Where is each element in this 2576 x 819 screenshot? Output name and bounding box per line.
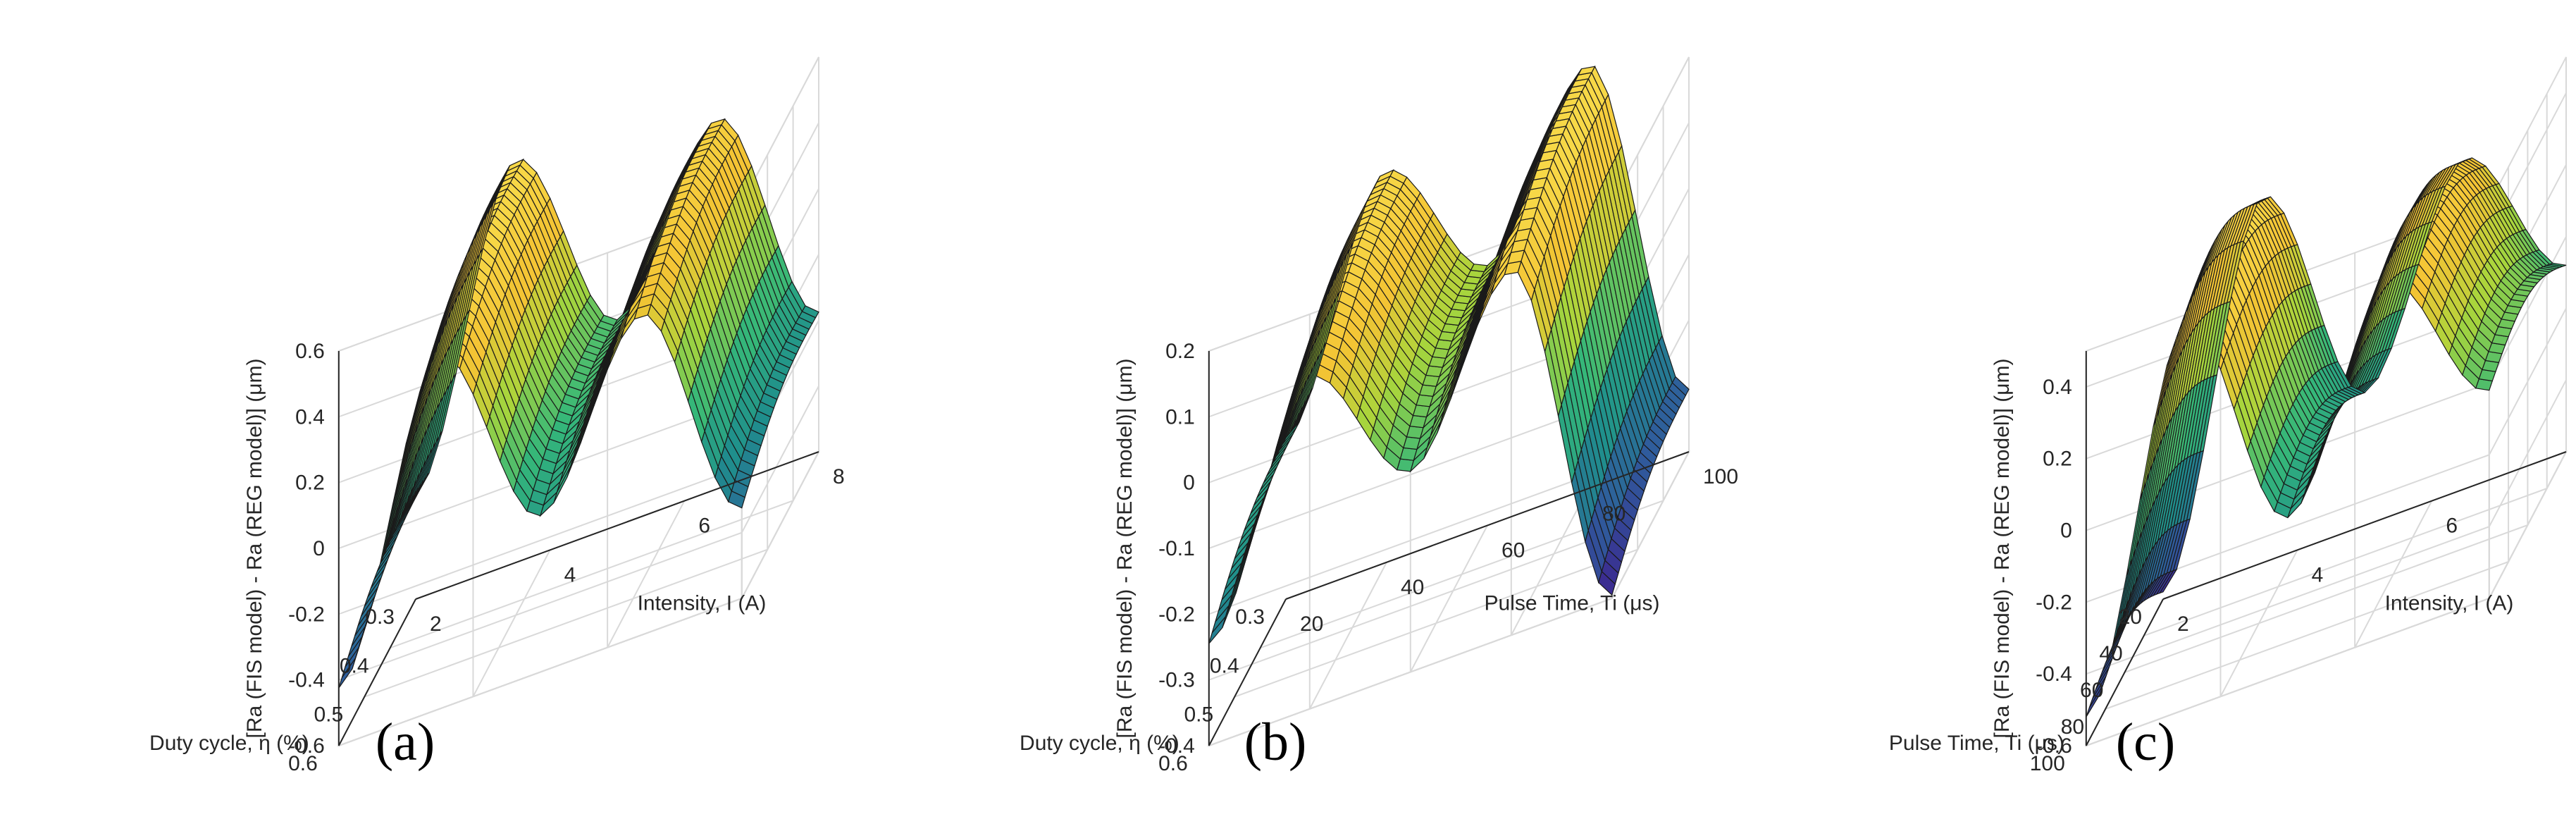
z-tick-label: 0 — [1183, 472, 1195, 495]
y-tick-label: 60 — [2080, 679, 2103, 702]
y-tick-label: 0.3 — [1235, 605, 1265, 629]
y-axis-label: Duty cycle, η (%) — [1020, 732, 1179, 755]
x-axis-label: Intensity, I (A) — [638, 592, 767, 615]
x-tick-label: 80 — [1602, 502, 1626, 525]
x-tick-label: 4 — [2312, 563, 2324, 586]
x-axis-line — [415, 451, 819, 600]
y-tick-label: 40 — [2099, 642, 2122, 665]
y-gridline — [390, 106, 794, 649]
axes: 0.4 0.2 0 -0.2 -0.4 -0.6 [Ra (FIS model) - Ra … — [1889, 351, 2567, 775]
z-tick-label: 0.2 — [2043, 448, 2072, 471]
y-tick-label: 0.4 — [1210, 654, 1239, 677]
z-tick-label: -0.2 — [1158, 603, 1195, 626]
z-tick-label: -0.1 — [1158, 537, 1195, 560]
surface-patch — [411, 472, 430, 498]
y-axis-line — [1208, 598, 1287, 746]
x-tick-label: 8 — [833, 465, 845, 488]
y-tick-label: 80 — [2061, 715, 2084, 739]
x-tick-label: 60 — [1501, 539, 1525, 562]
x-tick-label: 2 — [2177, 612, 2189, 636]
z-tick-label: -0.6 — [288, 734, 325, 758]
z-axis-label: [Ra (FIS model) - Ra (REG model)] (μm) — [1113, 358, 1137, 738]
z-tick-label: -0.4 — [288, 669, 325, 692]
y-tick-label: 0.6 — [1158, 752, 1188, 775]
x-tick-label: 6 — [698, 515, 710, 538]
z-tick-label: 0.2 — [295, 472, 325, 495]
axes: 0.6 0.4 0.2 0 -0.2 -0.4 -0.6 [Ra (FIS model) - … — [149, 340, 845, 775]
surface-plot-a: 0.6 0.4 0.2 0 -0.2 -0.4 -0.6 [Ra (FIS model) - … — [149, 56, 845, 775]
surface-plot-b: 0.2 0.1 0 -0.1 -0.2 -0.3 -0.4 [Ra (FIS model) -… — [1020, 56, 1738, 775]
y-tick-label: 0.6 — [288, 752, 318, 775]
z-tick-label: -0.2 — [288, 603, 325, 626]
z-tick-label: 0 — [313, 537, 325, 560]
z-axis-label: [Ra (FIS model) - Ra (REG model)] (μm) — [1990, 358, 2014, 738]
axes: 0.2 0.1 0 -0.1 -0.2 -0.3 -0.4 [Ra (FIS model) -… — [1020, 340, 1738, 775]
x-tick-label: 6 — [2446, 515, 2458, 538]
x-axis-line — [2162, 451, 2567, 600]
x-axis-line — [1285, 451, 1690, 600]
y-axis-line — [338, 598, 416, 746]
z-tick-label: 0.6 — [295, 340, 325, 363]
surface-mesh — [338, 118, 819, 689]
x-tick-label: 2 — [430, 612, 442, 636]
z-tick-label: 0.1 — [1165, 405, 1195, 429]
z-axis-label: [Ra (FIS model) - Ra (REG model)] (μm) — [243, 358, 266, 738]
x-axis-label: Intensity, I (A) — [2385, 592, 2514, 615]
surface-patch — [2159, 568, 2178, 594]
surface-mesh — [1208, 65, 1690, 644]
y-tick-label: 0.3 — [365, 605, 395, 629]
y-tick-label: 20 — [2119, 605, 2142, 629]
x-tick-label: 20 — [1300, 612, 1323, 636]
z-tick-label: -0.4 — [1158, 734, 1195, 758]
panel-caption-a: (a) — [375, 713, 435, 772]
x-tick-label: 40 — [1401, 576, 1424, 599]
panel-caption-c: (c) — [2115, 713, 2176, 772]
surface-mesh — [2086, 157, 2567, 718]
z-tick-label: 0.4 — [2043, 376, 2072, 399]
y-axis-label: Duty cycle, η (%) — [149, 732, 309, 755]
y-tick-label: 0.5 — [314, 703, 343, 727]
surface-plot-c: 0.4 0.2 0 -0.2 -0.4 -0.6 [Ra (FIS model) - Ra … — [1889, 56, 2568, 775]
panel-caption-b: (b) — [1244, 713, 1307, 772]
y-axis-label: Pulse Time, Ti (μs) — [1889, 732, 2064, 755]
y-tick-label: 0.5 — [1184, 703, 1213, 727]
z-tick-label: -0.2 — [2036, 591, 2072, 614]
y-gridline — [1260, 106, 1664, 649]
y-gridline — [2143, 94, 2548, 636]
surface-patch — [1282, 421, 1300, 445]
y-tick-label: 0.4 — [340, 654, 369, 677]
z-tick-label: 0.2 — [1165, 340, 1195, 363]
z-tick-label: 0.4 — [295, 405, 325, 429]
x-tick-label: 100 — [1703, 465, 1738, 488]
z-tick-label: -0.3 — [1158, 669, 1195, 692]
x-axis-label: Pulse Time, Ti (μs) — [1485, 592, 1660, 615]
z-tick-label: -0.4 — [2036, 663, 2072, 686]
z-tick-label: 0 — [2060, 519, 2072, 543]
z-tick-label: -0.6 — [2036, 734, 2072, 758]
y-axis-line — [2085, 598, 2164, 746]
x-tick-label: 4 — [564, 563, 576, 586]
y-tick-label: 100 — [2030, 752, 2065, 775]
